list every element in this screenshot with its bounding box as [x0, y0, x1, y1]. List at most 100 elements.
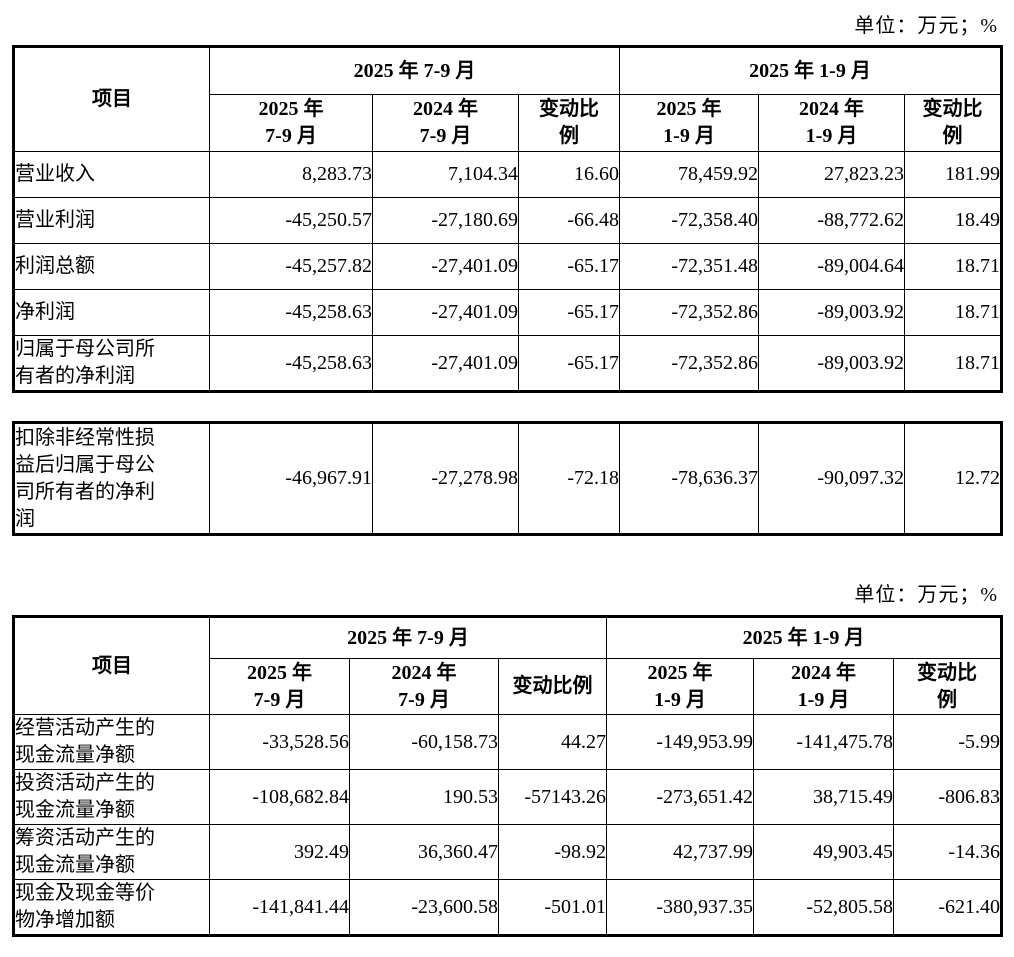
table-row: 项目 2025 年 7-9 月 2025 年 1-9 月 — [13, 616, 1003, 715]
row-label: 归属于母公司所 有者的净利润 — [13, 335, 210, 392]
value-cell: 18.49 — [903, 197, 1003, 244]
value-cell: -72,352.86 — [619, 289, 759, 336]
value-cell: -806.83 — [892, 769, 1003, 825]
value-cell: -45,257.82 — [209, 243, 373, 290]
row-label: 筹资活动产生的 现金流量净额 — [13, 824, 210, 880]
sub-column-header: 2024 年 1-9 月 — [758, 94, 905, 152]
group-header-ytd: 2025 年 1-9 月 — [618, 46, 1003, 95]
deducted-profit-table: 扣除非经常性损 益后归属于母公 司所有者的净利 润 -46,967.91 -27… — [12, 421, 1003, 536]
profit-table: 项目 2025 年 7-9 月 2025 年 1-9 月 2025 年 7-9 … — [12, 45, 1004, 393]
value-cell: 18.71 — [903, 243, 1003, 290]
value-cell: 7,104.34 — [372, 151, 519, 198]
value-cell: -380,937.35 — [606, 879, 754, 936]
table-row: 筹资活动产生的 现金流量净额 392.49 36,360.47 -98.92 4… — [13, 824, 1003, 880]
value-cell: 27,823.23 — [758, 151, 905, 198]
value-cell: -273,651.42 — [606, 769, 754, 825]
value-cell: 38,715.49 — [753, 769, 894, 825]
value-cell: -45,250.57 — [209, 197, 373, 244]
table-row: 投资活动产生的 现金流量净额 -108,682.84 190.53 -57143… — [13, 769, 1003, 825]
group-header-q3: 2025 年 7-9 月 — [209, 46, 620, 95]
unit-label-top: 单位：万元；% — [854, 15, 998, 37]
row-label: 扣除非经常性损 益后归属于母公 司所有者的净利 润 — [13, 422, 210, 535]
value-cell: -66.48 — [518, 197, 620, 244]
value-cell: 44.27 — [498, 714, 607, 770]
value-cell: -46,967.91 — [209, 422, 373, 535]
value-cell: 181.99 — [903, 151, 1003, 198]
value-cell: -141,841.44 — [209, 879, 350, 936]
table-row: 扣除非经常性损 益后归属于母公 司所有者的净利 润 -46,967.91 -27… — [13, 422, 1002, 535]
value-cell: -52,805.58 — [753, 879, 894, 936]
sub-column-header: 变动比 例 — [518, 94, 620, 152]
value-cell: 8,283.73 — [209, 151, 373, 198]
value-cell: -621.40 — [892, 879, 1003, 936]
value-cell: -33,528.56 — [209, 714, 350, 770]
value-cell: 12.72 — [904, 422, 1002, 535]
value-cell: -45,258.63 — [209, 289, 373, 336]
value-cell: -72.18 — [518, 422, 620, 535]
value-cell: -27,180.69 — [372, 197, 519, 244]
value-cell: -72,352.86 — [619, 335, 759, 392]
value-cell: -141,475.78 — [753, 714, 894, 770]
sub-column-header: 2025 年 7-9 月 — [209, 658, 350, 715]
cashflow-table: 项目 2025 年 7-9 月 2025 年 1-9 月 2025 年 7-9 … — [12, 615, 1004, 937]
sub-column-header: 变动比 例 — [903, 94, 1003, 152]
table-row: 项目 2025 年 7-9 月 2025 年 1-9 月 — [13, 46, 1003, 152]
value-cell: -89,003.92 — [758, 335, 905, 392]
table-row: 现金及现金等价 物净增加额 -141,841.44 -23,600.58 -50… — [13, 879, 1003, 936]
item-column-header: 项目 — [13, 46, 210, 152]
row-label: 营业利润 — [13, 197, 210, 244]
value-cell: 392.49 — [209, 824, 350, 880]
item-column-header: 项目 — [13, 616, 210, 715]
unit-label-bottom: 单位：万元；% — [854, 584, 998, 606]
sub-column-header: 2024 年 1-9 月 — [753, 658, 894, 715]
value-cell: -108,682.84 — [209, 769, 350, 825]
row-label: 利润总额 — [13, 243, 210, 290]
sub-column-header: 2025 年 7-9 月 — [209, 94, 373, 152]
value-cell: 36,360.47 — [349, 824, 499, 880]
value-cell: -27,401.09 — [372, 335, 519, 392]
value-cell: 42,737.99 — [606, 824, 754, 880]
row-label: 营业收入 — [13, 151, 210, 198]
value-cell: -5.99 — [892, 714, 1003, 770]
value-cell: 16.60 — [518, 151, 620, 198]
value-cell: -57143.26 — [498, 769, 607, 825]
table-row: 归属于母公司所 有者的净利润 -45,258.63 -27,401.09 -65… — [13, 335, 1003, 392]
table-row: 经营活动产生的 现金流量净额 -33,528.56 -60,158.73 44.… — [13, 714, 1003, 770]
table-row: 利润总额 -45,257.82 -27,401.09 -65.17 -72,35… — [13, 243, 1003, 290]
value-cell: -65.17 — [518, 243, 620, 290]
value-cell: -89,003.92 — [758, 289, 905, 336]
sub-column-header: 2025 年 1-9 月 — [619, 94, 759, 152]
value-cell: 78,459.92 — [619, 151, 759, 198]
value-cell: -90,097.32 — [758, 422, 905, 535]
row-label: 现金及现金等价 物净增加额 — [13, 879, 210, 936]
sub-column-header: 变动比 例 — [892, 658, 1003, 715]
sub-column-header: 2025 年 1-9 月 — [606, 658, 754, 715]
value-cell: -14.36 — [892, 824, 1003, 880]
value-cell: 18.71 — [903, 289, 1003, 336]
group-header-ytd: 2025 年 1-9 月 — [605, 616, 1003, 659]
value-cell: -72,358.40 — [619, 197, 759, 244]
row-label: 净利润 — [13, 289, 210, 336]
value-cell: 49,903.45 — [753, 824, 894, 880]
value-cell: -65.17 — [518, 335, 620, 392]
value-cell: -27,401.09 — [372, 289, 519, 336]
sub-column-header: 2024 年 7-9 月 — [349, 658, 499, 715]
value-cell: -27,401.09 — [372, 243, 519, 290]
table-row: 营业利润 -45,250.57 -27,180.69 -66.48 -72,35… — [13, 197, 1003, 244]
table-row: 营业收入 8,283.73 7,104.34 16.60 78,459.92 2… — [13, 151, 1003, 198]
value-cell: -149,953.99 — [606, 714, 754, 770]
value-cell: -501.01 — [498, 879, 607, 936]
row-label: 经营活动产生的 现金流量净额 — [13, 714, 210, 770]
value-cell: -60,158.73 — [349, 714, 499, 770]
sub-column-header: 2024 年 7-9 月 — [372, 94, 519, 152]
group-header-q3: 2025 年 7-9 月 — [209, 616, 607, 659]
value-cell: 190.53 — [349, 769, 499, 825]
row-label: 投资活动产生的 现金流量净额 — [13, 769, 210, 825]
value-cell: -23,600.58 — [349, 879, 499, 936]
table-row: 净利润 -45,258.63 -27,401.09 -65.17 -72,352… — [13, 289, 1003, 336]
value-cell: -65.17 — [518, 289, 620, 336]
value-cell: -98.92 — [498, 824, 607, 880]
value-cell: -72,351.48 — [619, 243, 759, 290]
value-cell: -89,004.64 — [758, 243, 905, 290]
